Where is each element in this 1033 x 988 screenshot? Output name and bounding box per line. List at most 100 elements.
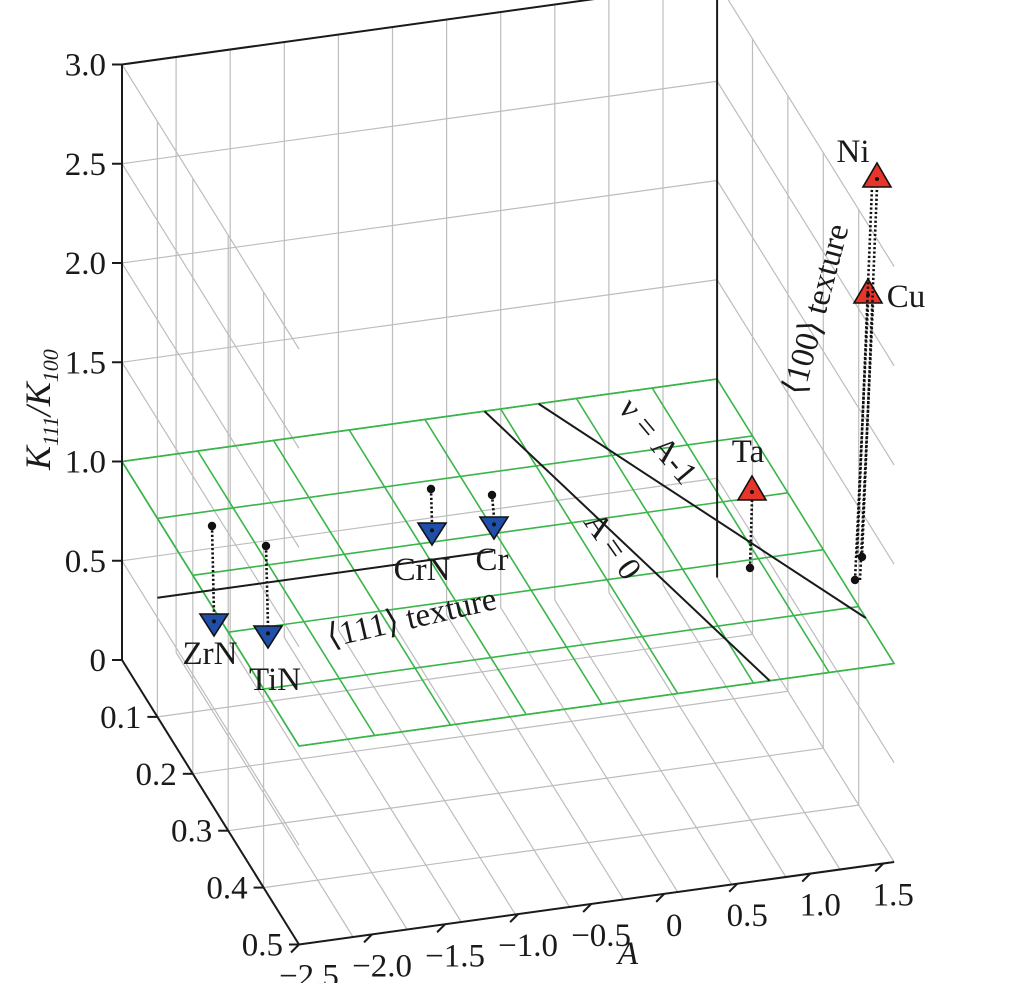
grid-line <box>662 584 841 870</box>
marker-cu <box>852 277 884 304</box>
plane-line <box>197 450 376 736</box>
grid-line <box>121 64 300 350</box>
base-point-tin <box>261 541 271 551</box>
plane-line <box>348 429 527 715</box>
a-axis <box>298 861 895 946</box>
depth-tick-label: 0.2 <box>136 757 177 793</box>
label-crn: CrN <box>394 552 451 588</box>
grid-line <box>121 560 300 846</box>
plane-line <box>228 548 824 633</box>
grid-line <box>716 80 895 367</box>
grid-line <box>157 633 753 718</box>
grid-line <box>391 622 571 908</box>
marker-center-ni <box>875 177 879 181</box>
grid <box>121 0 895 946</box>
vertical-tick-label: 2.0 <box>65 246 106 282</box>
plane-line <box>424 419 603 705</box>
drop-line-tin <box>264 545 270 627</box>
a-tick-label: 1.0 <box>800 888 841 924</box>
grid-line <box>263 804 859 889</box>
plane-line <box>575 398 755 684</box>
plane-outline <box>120 378 896 747</box>
depth-tick-label: 0.4 <box>206 871 247 907</box>
grid-line <box>446 614 625 900</box>
base-point-ni <box>857 552 867 562</box>
a-tick <box>801 872 811 883</box>
grid-line <box>727 0 895 267</box>
label-zrn: ZrN <box>183 636 238 672</box>
base-point-zrn <box>207 521 217 531</box>
grid-line <box>121 80 718 165</box>
vertical-tick-label: 0.5 <box>65 544 106 580</box>
grid-line <box>554 599 733 885</box>
a-tick <box>509 913 519 923</box>
a-tick <box>728 883 738 893</box>
depth-tick-label: 0.1 <box>100 700 141 736</box>
label-ta: Ta <box>732 434 765 470</box>
base-point-cu <box>850 575 860 585</box>
a-tick-label: −2.5 <box>279 959 339 984</box>
y-axis-label: K111/K100 <box>18 349 63 471</box>
a-tick <box>874 862 884 873</box>
a-tick <box>290 943 300 954</box>
vertical-tick-label: 3.0 <box>65 48 106 84</box>
base-point-ta <box>745 563 755 573</box>
grid-line <box>228 747 824 832</box>
a-tick <box>655 893 665 903</box>
vertical-tick-label: 1.5 <box>65 345 106 381</box>
a-tick <box>582 903 592 913</box>
marker-center-crn <box>430 528 434 533</box>
depth-tick-label: 0.5 <box>242 928 283 964</box>
grid-line <box>337 629 516 915</box>
x-axis-label: A <box>616 936 639 972</box>
grid-line <box>500 607 679 893</box>
a-zero-line <box>483 410 771 682</box>
grid-line <box>121 0 592 66</box>
marker-ta <box>736 474 768 501</box>
grid-line <box>121 262 300 548</box>
depth-tick-label: 0.3 <box>171 814 212 850</box>
plane-line <box>500 408 679 694</box>
a-tick-label: −0.5 <box>571 918 631 954</box>
base-point-crn <box>426 484 436 494</box>
grid-line <box>121 279 718 363</box>
a-tick-label: −1.0 <box>498 928 558 964</box>
marker-center-tin <box>266 631 270 636</box>
annotation-texture111: ⟨111⟩ texture <box>324 581 500 655</box>
drop-line-zrn <box>210 525 216 615</box>
label-tin: TiN <box>249 662 301 698</box>
data-marks: ZrN TiN CrN Cr Ta Cu Ni <box>183 134 926 698</box>
label-cu: Cu <box>887 279 926 315</box>
tick-labels: 00.51.01.52.02.53.00.10.20.30.40.5−2.5 −2… <box>65 48 914 988</box>
plane-line <box>272 440 452 726</box>
a-tick-label: −2.0 <box>352 948 412 983</box>
grid-line <box>608 592 787 878</box>
vertical-tick-label: 2.5 <box>65 147 106 183</box>
grid-line <box>121 179 718 264</box>
vertical-tick-label: 1.0 <box>65 445 106 481</box>
a-tick <box>363 933 373 944</box>
grid-line <box>121 163 300 449</box>
grid-line <box>192 690 788 775</box>
grid-line <box>121 361 300 648</box>
marker-zrn <box>198 613 230 638</box>
marker-cr <box>478 516 510 541</box>
base-point-cr <box>487 490 497 500</box>
label-ni: Ni <box>837 134 870 170</box>
plane-line <box>651 387 830 673</box>
annotation-a_zero: A = 0 <box>576 506 648 587</box>
marker-center-zrn <box>212 619 216 624</box>
depth-axis <box>121 659 300 946</box>
a-tick-label: 0.5 <box>727 898 768 934</box>
grid-line <box>716 180 895 466</box>
marker-ni <box>861 161 893 188</box>
marker-tin <box>252 625 284 650</box>
a-tick-label: 1.5 <box>873 878 914 914</box>
drop-line-ni <box>860 186 879 558</box>
plane-line <box>157 435 753 520</box>
grid-line <box>121 477 718 562</box>
texture111-line <box>157 550 493 599</box>
vertical-tick-label: 0 <box>90 643 107 679</box>
